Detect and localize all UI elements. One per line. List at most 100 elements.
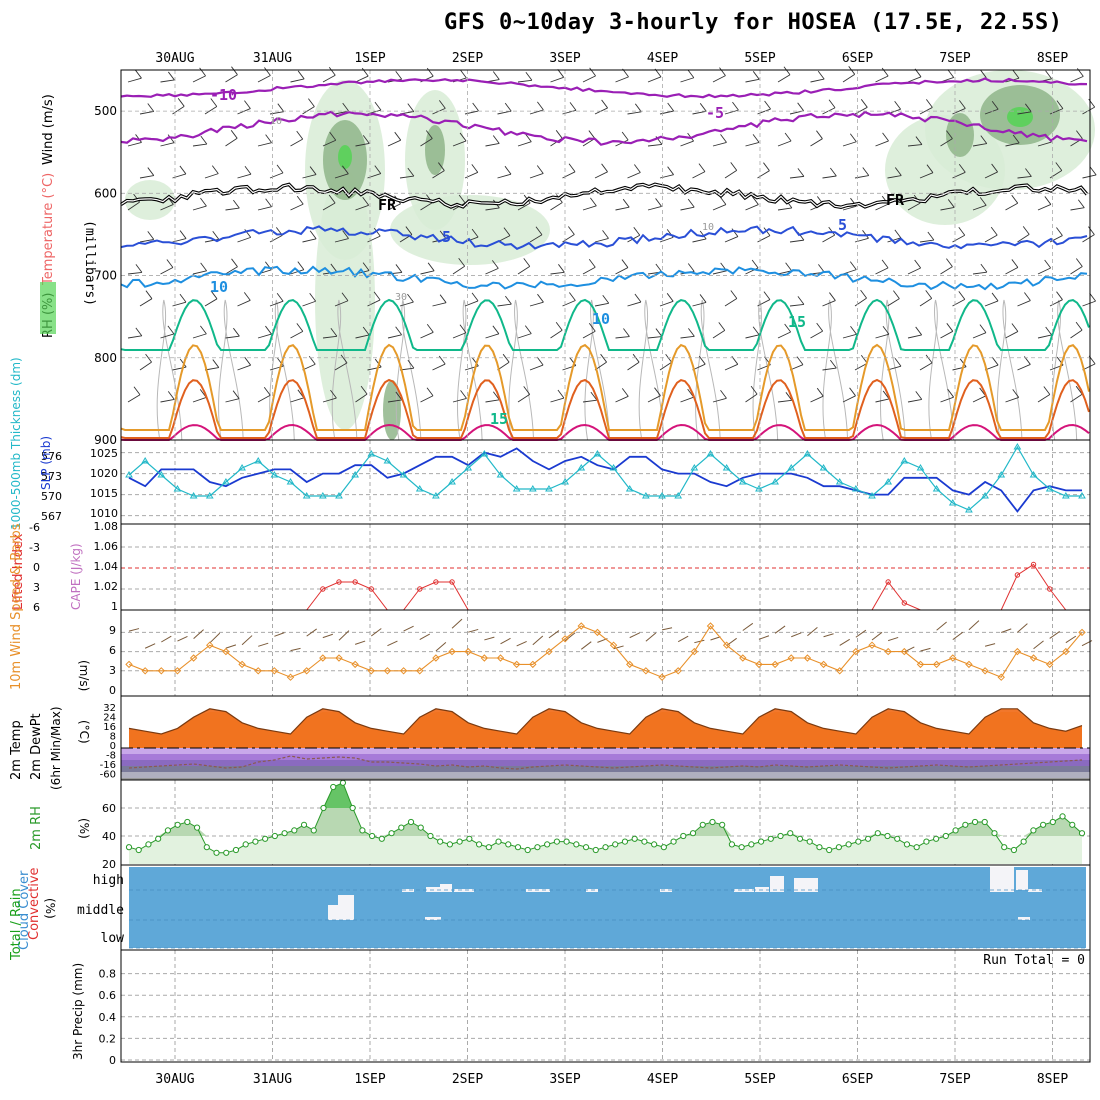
ytick-wind: 0 [109, 684, 116, 697]
wind-barb [387, 334, 402, 339]
wind-barb-flag [783, 66, 791, 76]
ytick-temp: 32 [103, 703, 116, 714]
rh2m-marker [223, 849, 230, 856]
wind-barb-flag [374, 165, 382, 174]
run-total: Run Total = 0 [983, 953, 1085, 968]
contour-15 [120, 298, 1090, 351]
wind-barb-flag [980, 69, 987, 79]
rh2m-marker [835, 844, 842, 851]
wind-barb-flag [438, 355, 446, 365]
wind-barb [160, 204, 174, 211]
wind-barb [875, 203, 889, 211]
wind-barb-flag [145, 353, 152, 363]
thickness-marker [722, 464, 731, 471]
wind-barb [237, 236, 251, 243]
wind-barb-flag [243, 292, 251, 301]
wind-barb-flag [590, 391, 598, 401]
wind-barb-flag [471, 228, 479, 238]
wind-barb [582, 399, 597, 403]
wind-barb [822, 175, 837, 179]
wind-barb-flag [211, 165, 219, 174]
cloud-bar [526, 889, 550, 892]
rh2m-marker [903, 841, 911, 848]
wind-barb [712, 141, 727, 147]
wind-barb [1082, 234, 1095, 243]
cloud-bar [734, 889, 754, 892]
rh-contour [996, 299, 1023, 441]
wind-barb [257, 206, 272, 211]
wind-barb [854, 175, 869, 179]
wind-barb [497, 110, 512, 115]
panel-rh2m: 60 40 20 2m RH (%) [29, 779, 1091, 871]
ytick-precip: 0 [109, 1054, 116, 1067]
wind-barb-flag [265, 134, 272, 143]
rh2m-marker [369, 832, 376, 840]
wind-barb [712, 204, 727, 211]
wind10m-barb [193, 629, 204, 639]
rh2m-marker [125, 844, 133, 851]
wind-barb [192, 143, 207, 147]
wind-barb-flag [523, 386, 531, 395]
wind-barb-flag [328, 194, 336, 204]
wind-barb [237, 364, 251, 371]
wind-barb [192, 396, 207, 403]
wind10m-barb [936, 621, 947, 631]
contour-minus5 [120, 110, 1088, 146]
wind-barb-flag [459, 324, 467, 334]
wind-barb [1017, 176, 1032, 179]
thickness-marker [1061, 492, 1070, 499]
wind-barb [822, 367, 837, 371]
thickness-marker [851, 485, 860, 492]
temp-label-group: 2m Temp [9, 720, 24, 780]
thickness-marker [900, 457, 909, 464]
thickness-marker [658, 492, 666, 499]
thickness-line [128, 445, 1082, 511]
date-label-top: 30AUG [155, 51, 194, 66]
thickness-marker [674, 492, 683, 499]
wind-barb [550, 76, 564, 83]
wind-barb-flag [166, 259, 174, 268]
wind10m-marker [577, 622, 585, 630]
label-thickness: 1000-500mb Thickness (dm) [9, 357, 23, 530]
wind-barb-flag [503, 227, 511, 236]
rh-shade [315, 170, 375, 430]
cloud-label-group: Cloud Cover [17, 870, 32, 950]
wind-barb [399, 175, 414, 179]
thickness-marker [238, 464, 246, 471]
wind-barb-flag [360, 385, 368, 395]
wind-barb-flag [665, 353, 673, 363]
wind-barb [334, 300, 349, 307]
wind-barb [334, 238, 349, 243]
wind10m-marker [432, 654, 440, 662]
thickness-marker [1013, 443, 1022, 450]
wind-barb-flag [233, 327, 240, 337]
rh-contour [928, 299, 955, 441]
cloud-level-label: high [93, 873, 124, 888]
wind10m-marker [157, 667, 166, 675]
rh2m-marker [971, 818, 979, 826]
wind-barb [139, 298, 153, 307]
wind-barb [647, 143, 662, 147]
lifted-marker [352, 579, 358, 585]
wind10m-marker [642, 667, 650, 675]
wind-barb-flag [958, 291, 966, 300]
wind-barb-flag [525, 72, 533, 81]
thickness-marker [512, 485, 521, 492]
wind10m-marker [125, 660, 133, 669]
wind10m-barb [791, 632, 802, 638]
wind-barb-flag [524, 133, 532, 142]
ytick-pressure: 600 [94, 186, 117, 200]
wind-barb-flag [1011, 323, 1019, 332]
rh2m-marker [573, 841, 580, 848]
contour-25 [120, 378, 1090, 439]
wind-barb-flag [200, 135, 208, 145]
thickness-marker [157, 471, 166, 478]
wind-barb-flag [296, 195, 304, 205]
temp-band-cold [121, 766, 1090, 772]
precip-label-group: 3hr Precip (mm) [71, 963, 85, 1060]
wind-barb [160, 267, 174, 275]
ytick-thickness: 576 [41, 450, 62, 463]
ytick-slp: 1025 [90, 447, 118, 460]
wind-barb [907, 398, 922, 403]
wind10m-marker [997, 673, 1005, 681]
